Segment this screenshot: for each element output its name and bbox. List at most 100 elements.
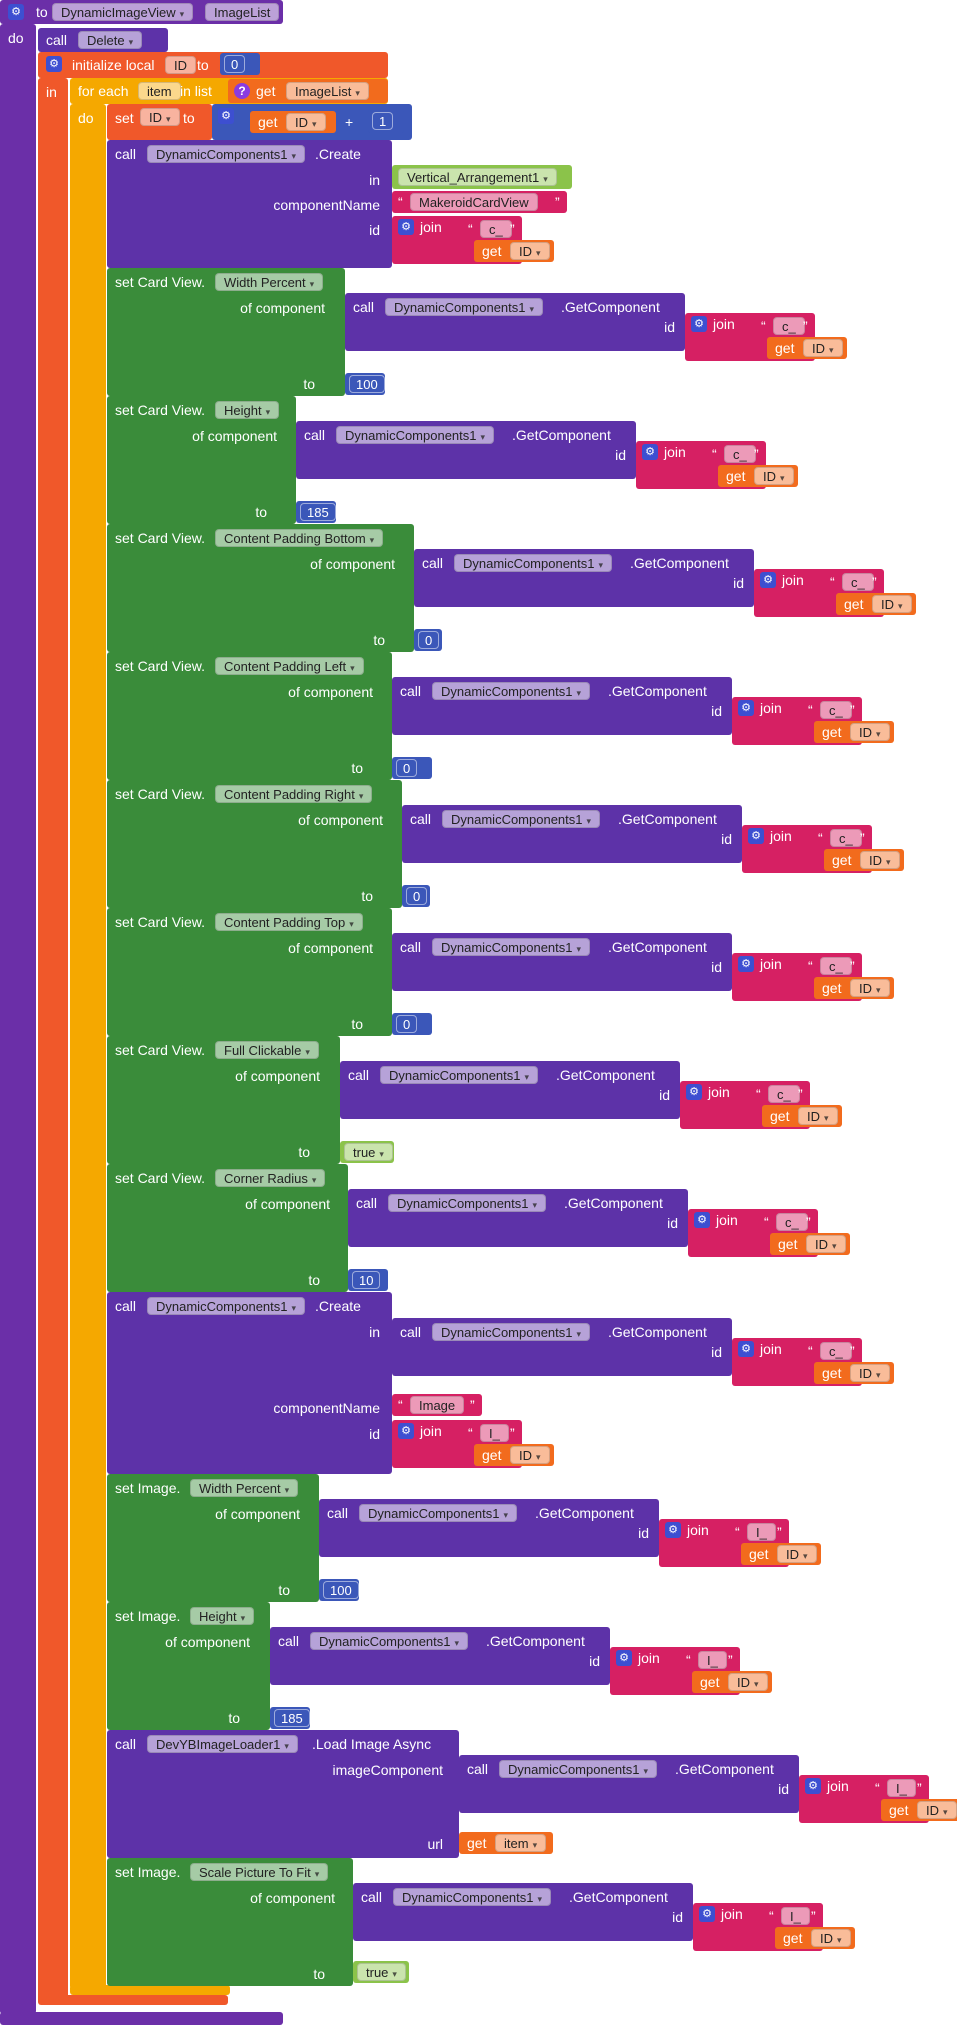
set-card-1-value[interactable]: 185 xyxy=(300,503,336,521)
set-card-4-get-component-text-field[interactable]: c_ xyxy=(830,829,862,847)
set-image-1-get-component-get-dropdown[interactable]: ID ▾ xyxy=(728,1673,768,1691)
set-card-4-property-dropdown[interactable]: Content Padding Right ▾ xyxy=(215,785,373,803)
set-card-7-get-component-get-dropdown[interactable]: ID ▾ xyxy=(806,1235,846,1253)
for-each-rail[interactable] xyxy=(70,104,106,1989)
set-card-5-get-component-get-dropdown[interactable]: ID ▾ xyxy=(850,979,890,997)
local-var-name[interactable]: ID xyxy=(165,56,196,74)
create-card-component-dropdown[interactable]: DynamicComponents1 ▾ xyxy=(147,145,306,163)
init-local-rail[interactable] xyxy=(38,78,68,2003)
delete-procedure-dropdown[interactable]: Delete ▾ xyxy=(78,31,143,49)
join-gear-icon[interactable]: ⚙ xyxy=(738,1341,754,1357)
set-id-var-dropdown[interactable]: ID ▾ xyxy=(140,108,180,126)
set-card-5-get-component-component-dropdown[interactable]: DynamicComponents1 ▾ xyxy=(432,938,591,956)
init-local-gear-icon[interactable]: ⚙ xyxy=(46,56,62,72)
load-image-get-component-text-field[interactable]: I_ xyxy=(887,1779,916,1797)
join-gear-icon[interactable]: ⚙ xyxy=(699,1906,715,1922)
image-loader-dropdown[interactable]: DevYBImageLoader1 ▾ xyxy=(147,1735,298,1753)
set-image-1-value[interactable]: 185 xyxy=(274,1709,310,1727)
procedure-body-rail[interactable] xyxy=(0,24,36,2014)
set-image-scale-get-component-component-dropdown[interactable]: DynamicComponents1 ▾ xyxy=(393,1888,552,1906)
set-card-1-get-component-get-dropdown[interactable]: ID ▾ xyxy=(754,467,794,485)
arrangement-dropdown[interactable]: Vertical_Arrangement1 ▾ xyxy=(398,168,557,186)
create-image-id-text-field[interactable]: I_ xyxy=(480,1424,509,1442)
set-card-4-get-component-get-dropdown[interactable]: ID ▾ xyxy=(860,851,900,869)
join-gear-icon[interactable]: ⚙ xyxy=(760,572,776,588)
param-image-list[interactable]: ImageList xyxy=(205,3,280,21)
create-image-in-get-dropdown[interactable]: ID ▾ xyxy=(850,1364,890,1382)
help-icon[interactable]: ? xyxy=(234,83,250,99)
create-image-block[interactable] xyxy=(107,1292,392,1474)
set-image-1-property-dropdown[interactable]: Height ▾ xyxy=(190,1607,255,1625)
load-image-url-get-dropdown[interactable]: item ▾ xyxy=(495,1834,547,1852)
set-card-5-get-component-text-field[interactable]: c_ xyxy=(820,957,852,975)
set-card-7-property-dropdown[interactable]: Corner Radius ▾ xyxy=(215,1169,326,1187)
set-card-0-value[interactable]: 100 xyxy=(349,375,385,393)
set-image-scale-get-component-get-dropdown[interactable]: ID ▾ xyxy=(811,1929,851,1947)
init-value[interactable]: 0 xyxy=(224,55,246,73)
set-card-1-get-component-component-dropdown[interactable]: DynamicComponents1 ▾ xyxy=(336,426,495,444)
set-card-4-get-component-component-dropdown[interactable]: DynamicComponents1 ▾ xyxy=(442,810,601,828)
set-card-2-get-component-get-dropdown[interactable]: ID ▾ xyxy=(872,595,912,613)
set-card-4-value[interactable]: 0 xyxy=(406,887,428,905)
set-card-0-get-component-text-field[interactable]: c_ xyxy=(773,317,805,335)
set-card-3-get-component-get-dropdown[interactable]: ID ▾ xyxy=(850,723,890,741)
set-image-0-get-component-get-dropdown[interactable]: ID ▾ xyxy=(777,1545,817,1563)
create-image-id-get-dropdown[interactable]: ID ▾ xyxy=(510,1446,550,1464)
join-gear-icon[interactable]: ⚙ xyxy=(665,1522,681,1538)
image-component-name-field[interactable]: Image xyxy=(410,1396,465,1414)
join-gear-icon[interactable]: ⚙ xyxy=(398,219,414,235)
set-image-0-property-dropdown[interactable]: Width Percent ▾ xyxy=(190,1479,299,1497)
procedure-gear-icon[interactable]: ⚙ xyxy=(8,4,24,20)
set-card-5-value[interactable]: 0 xyxy=(396,1015,418,1033)
set-card-2-get-component-component-dropdown[interactable]: DynamicComponents1 ▾ xyxy=(454,554,613,572)
join-gear-icon[interactable]: ⚙ xyxy=(686,1084,702,1100)
set-card-6-value-dropdown[interactable]: true ▾ xyxy=(344,1143,393,1161)
create-card-id-get-dropdown[interactable]: ID ▾ xyxy=(510,242,550,260)
load-image-get-component-component-dropdown[interactable]: DynamicComponents1 ▾ xyxy=(499,1760,658,1778)
join-gear-icon[interactable]: ⚙ xyxy=(694,1212,710,1228)
set-card-2-property-dropdown[interactable]: Content Padding Bottom ▾ xyxy=(215,529,384,547)
join-gear-icon[interactable]: ⚙ xyxy=(748,828,764,844)
set-image-0-value[interactable]: 100 xyxy=(323,1581,359,1599)
load-image-get-component-get-dropdown[interactable]: ID ▾ xyxy=(917,1801,957,1819)
set-image-0-get-component-text-field[interactable]: I_ xyxy=(747,1523,776,1541)
set-card-0-property-dropdown[interactable]: Width Percent ▾ xyxy=(215,273,324,291)
create-image-component-dropdown[interactable]: DynamicComponents1 ▾ xyxy=(147,1297,306,1315)
set-image-0-get-component-component-dropdown[interactable]: DynamicComponents1 ▾ xyxy=(359,1504,518,1522)
set-card-3-get-component-component-dropdown[interactable]: DynamicComponents1 ▾ xyxy=(432,682,591,700)
set-card-1-get-component-text-field[interactable]: c_ xyxy=(724,445,756,463)
join-gear-icon[interactable]: ⚙ xyxy=(616,1650,632,1666)
set-card-7-get-component-text-field[interactable]: c_ xyxy=(776,1213,808,1231)
procedure-footer[interactable] xyxy=(0,2012,283,2025)
set-card-0-get-component-get-dropdown[interactable]: ID ▾ xyxy=(803,339,843,357)
set-card-5-property-dropdown[interactable]: Content Padding Top ▾ xyxy=(215,913,363,931)
set-card-6-get-component-get-dropdown[interactable]: ID ▾ xyxy=(798,1107,838,1125)
list-get-dropdown[interactable]: ImageList ▾ xyxy=(286,82,369,100)
join-gear-icon[interactable]: ⚙ xyxy=(691,316,707,332)
procedure-name-dropdown[interactable]: DynamicImageView ▾ xyxy=(52,3,194,21)
set-card-3-property-dropdown[interactable]: Content Padding Left ▾ xyxy=(215,657,364,675)
join-gear-icon[interactable]: ⚙ xyxy=(805,1778,821,1794)
create-image-in-text-field[interactable]: c_ xyxy=(820,1342,852,1360)
set-card-6-get-component-component-dropdown[interactable]: DynamicComponents1 ▾ xyxy=(380,1066,539,1084)
set-card-2-value[interactable]: 0 xyxy=(418,631,440,649)
set-card-2-get-component-text-field[interactable]: c_ xyxy=(842,573,874,591)
set-card-6-get-component-text-field[interactable]: c_ xyxy=(768,1085,800,1103)
add-get-id-dropdown[interactable]: ID ▾ xyxy=(286,113,326,131)
set-card-3-value[interactable]: 0 xyxy=(396,759,418,777)
init-local-block[interactable] xyxy=(38,52,388,78)
set-card-3-get-component-text-field[interactable]: c_ xyxy=(820,701,852,719)
set-card-0-get-component-component-dropdown[interactable]: DynamicComponents1 ▾ xyxy=(385,298,544,316)
set-card-7-value[interactable]: 10 xyxy=(352,1271,381,1289)
join-gear-icon[interactable]: ⚙ xyxy=(738,956,754,972)
create-image-in-component-dropdown[interactable]: DynamicComponents1 ▾ xyxy=(432,1323,591,1341)
for-each-footer[interactable] xyxy=(70,1985,230,1995)
set-card-7-get-component-component-dropdown[interactable]: DynamicComponents1 ▾ xyxy=(388,1194,547,1212)
init-local-footer[interactable] xyxy=(38,1995,228,2005)
set-image-scale-property-dropdown[interactable]: Scale Picture To Fit ▾ xyxy=(190,1863,329,1881)
join-gear-icon[interactable]: ⚙ xyxy=(642,444,658,460)
set-image-1-get-component-component-dropdown[interactable]: DynamicComponents1 ▾ xyxy=(310,1632,469,1650)
set-card-6-property-dropdown[interactable]: Full Clickable ▾ xyxy=(215,1041,319,1059)
join-gear-icon[interactable]: ⚙ xyxy=(398,1423,414,1439)
set-image-scale-get-component-text-field[interactable]: I_ xyxy=(781,1907,810,1925)
